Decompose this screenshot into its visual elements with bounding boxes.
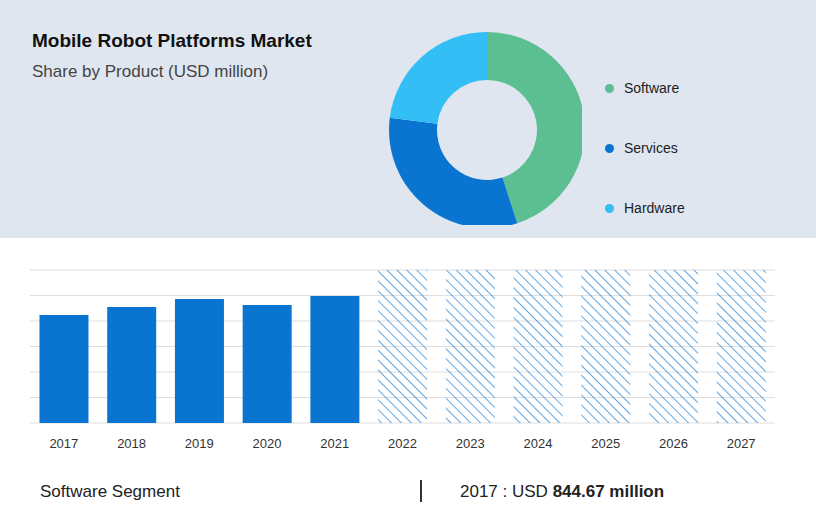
html-text:Services: Services [624, 140, 678, 156]
svg-text:2024: 2024 [523, 436, 552, 451]
svg-text:2025: 2025 [591, 436, 620, 451]
svg-text:2027: 2027 [727, 436, 756, 451]
html-text:Software: Software [624, 80, 680, 96]
svg-text:2026: 2026 [659, 436, 688, 451]
html-text:Hardware: Hardware [624, 200, 685, 216]
svg-text:2018: 2018 [117, 436, 146, 451]
svg-text:2022: 2022 [388, 436, 417, 451]
html-text:Software Segment: Software Segment [40, 482, 180, 501]
svg-text:2023: 2023 [456, 436, 485, 451]
html-text:Mobile Robot Platforms Market: Mobile Robot Platforms Market [32, 30, 312, 51]
html-text:Share by Product (USD million): Share by Product (USD million) [32, 62, 269, 81]
svg-text:2021: 2021 [320, 436, 349, 451]
svg-text:2020: 2020 [253, 436, 282, 451]
svg-text:2019: 2019 [185, 436, 214, 451]
html-text:2017 : USD 844.67 million: 2017 : USD 844.67 million [460, 482, 665, 501]
svg-text:2017: 2017 [49, 436, 78, 451]
